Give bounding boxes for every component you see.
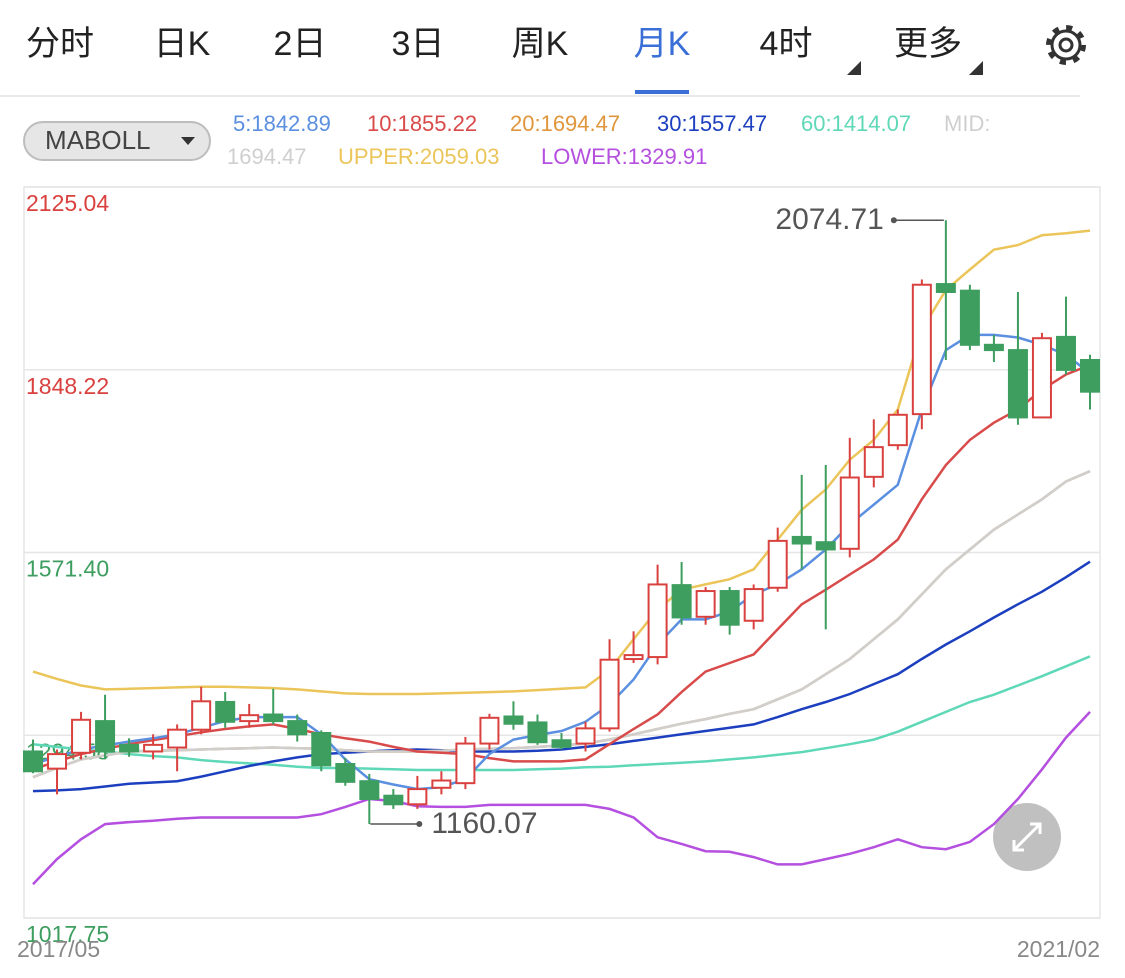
candle-body bbox=[215, 700, 236, 723]
candle-body bbox=[503, 715, 524, 725]
candle-body bbox=[311, 731, 332, 767]
x-tick-label: 2021/02 bbox=[1017, 936, 1100, 962]
candle-body bbox=[791, 535, 812, 545]
tab[interactable]: 2日 bbox=[274, 25, 327, 63]
max-dot bbox=[890, 217, 897, 224]
tab-dropdown-arrow bbox=[969, 61, 983, 75]
legend-entry: 30:1557.47 bbox=[657, 111, 767, 136]
candle-body bbox=[647, 583, 668, 659]
y-tick-label: 1848.22 bbox=[26, 373, 109, 399]
tab[interactable]: 日K bbox=[154, 25, 211, 63]
legend-entry: 20:1694.47 bbox=[510, 111, 620, 136]
active-tab-underline bbox=[635, 90, 689, 94]
max-label: 2074.71 bbox=[775, 203, 883, 236]
candle-body bbox=[23, 750, 43, 773]
candle-body bbox=[47, 753, 68, 770]
y-tick-label: 1017.75 bbox=[26, 921, 109, 947]
candle-body bbox=[1007, 349, 1028, 419]
candle-body bbox=[167, 728, 188, 749]
candle-body bbox=[191, 700, 212, 731]
settings-icon[interactable] bbox=[1046, 25, 1086, 65]
candle-body bbox=[839, 476, 860, 550]
min-dot bbox=[416, 821, 423, 828]
candle-body bbox=[551, 739, 572, 748]
tab[interactable]: 月K bbox=[634, 25, 691, 63]
tab[interactable]: 周K bbox=[512, 25, 569, 63]
y-tick-label: 1571.40 bbox=[26, 556, 109, 582]
min-label: 1160.07 bbox=[431, 807, 537, 840]
candle-body bbox=[695, 590, 716, 618]
gear-teeth bbox=[1046, 25, 1086, 65]
candle-body bbox=[959, 289, 980, 346]
legend-entry: 5:1842.89 bbox=[233, 111, 331, 136]
legend-entry: MID: 1694.47 bbox=[227, 111, 990, 169]
x-tick-label: 2017/05 bbox=[17, 936, 100, 962]
candle-body bbox=[455, 742, 476, 785]
indicator-line bbox=[32, 363, 1091, 771]
candle-body bbox=[935, 283, 956, 293]
tab[interactable]: 分时 bbox=[26, 25, 94, 63]
legend-entry: UPPER:2059.03 bbox=[338, 144, 499, 169]
selector-arrow bbox=[181, 137, 195, 145]
candle-body bbox=[383, 794, 404, 806]
candle-body bbox=[743, 588, 764, 622]
candle-body bbox=[671, 584, 692, 619]
candle-body bbox=[815, 541, 836, 551]
legend-entry: 10:1855.22 bbox=[367, 111, 477, 136]
candle-body bbox=[983, 343, 1004, 352]
candle-body bbox=[1055, 335, 1076, 371]
gear-hole bbox=[1058, 37, 1074, 53]
candle-body bbox=[1080, 358, 1100, 393]
legend-entry: 60:1414.07 bbox=[801, 111, 911, 136]
candle-body bbox=[911, 283, 932, 416]
candle-body bbox=[599, 658, 620, 730]
selector-pill bbox=[23, 121, 211, 161]
candle-body bbox=[407, 788, 428, 806]
candle-body bbox=[527, 721, 548, 744]
candle-body bbox=[359, 780, 380, 801]
candle-body bbox=[575, 727, 596, 745]
indicator-selector[interactable]: MABOLL bbox=[23, 121, 211, 161]
candle-body bbox=[623, 654, 644, 661]
selector-label: MABOLL bbox=[45, 125, 151, 155]
indicator-line bbox=[32, 560, 1091, 793]
tab[interactable]: 更多 bbox=[894, 25, 962, 63]
legend-entry: LOWER:1329.91 bbox=[541, 144, 707, 169]
candle-body bbox=[119, 743, 140, 753]
expand-button[interactable] bbox=[993, 803, 1061, 871]
candle-body bbox=[95, 720, 116, 753]
candle-body bbox=[719, 590, 740, 626]
candle-body bbox=[863, 446, 884, 478]
candle-body bbox=[887, 413, 908, 447]
candle-body bbox=[1031, 337, 1052, 419]
candle-body bbox=[71, 718, 92, 754]
candle-body bbox=[263, 713, 284, 723]
candle-body bbox=[767, 539, 788, 589]
candle-body bbox=[335, 763, 356, 783]
candle-body bbox=[239, 714, 260, 723]
tab[interactable]: 3日 bbox=[392, 25, 445, 63]
tab[interactable]: 4时 bbox=[760, 25, 813, 63]
tab-bar: 分时 日K 2日 3日 周K 月K 4时 更多 bbox=[26, 25, 983, 94]
candle-body bbox=[143, 743, 164, 753]
candle-body bbox=[287, 720, 308, 736]
tab-dropdown-arrow bbox=[847, 61, 861, 75]
candle-body bbox=[431, 779, 452, 789]
expand-arrows bbox=[1012, 822, 1042, 852]
indicator-line bbox=[32, 711, 1091, 886]
indicator-line bbox=[32, 655, 1091, 772]
candle-body bbox=[479, 716, 500, 745]
y-tick-label: 2125.04 bbox=[26, 190, 109, 216]
